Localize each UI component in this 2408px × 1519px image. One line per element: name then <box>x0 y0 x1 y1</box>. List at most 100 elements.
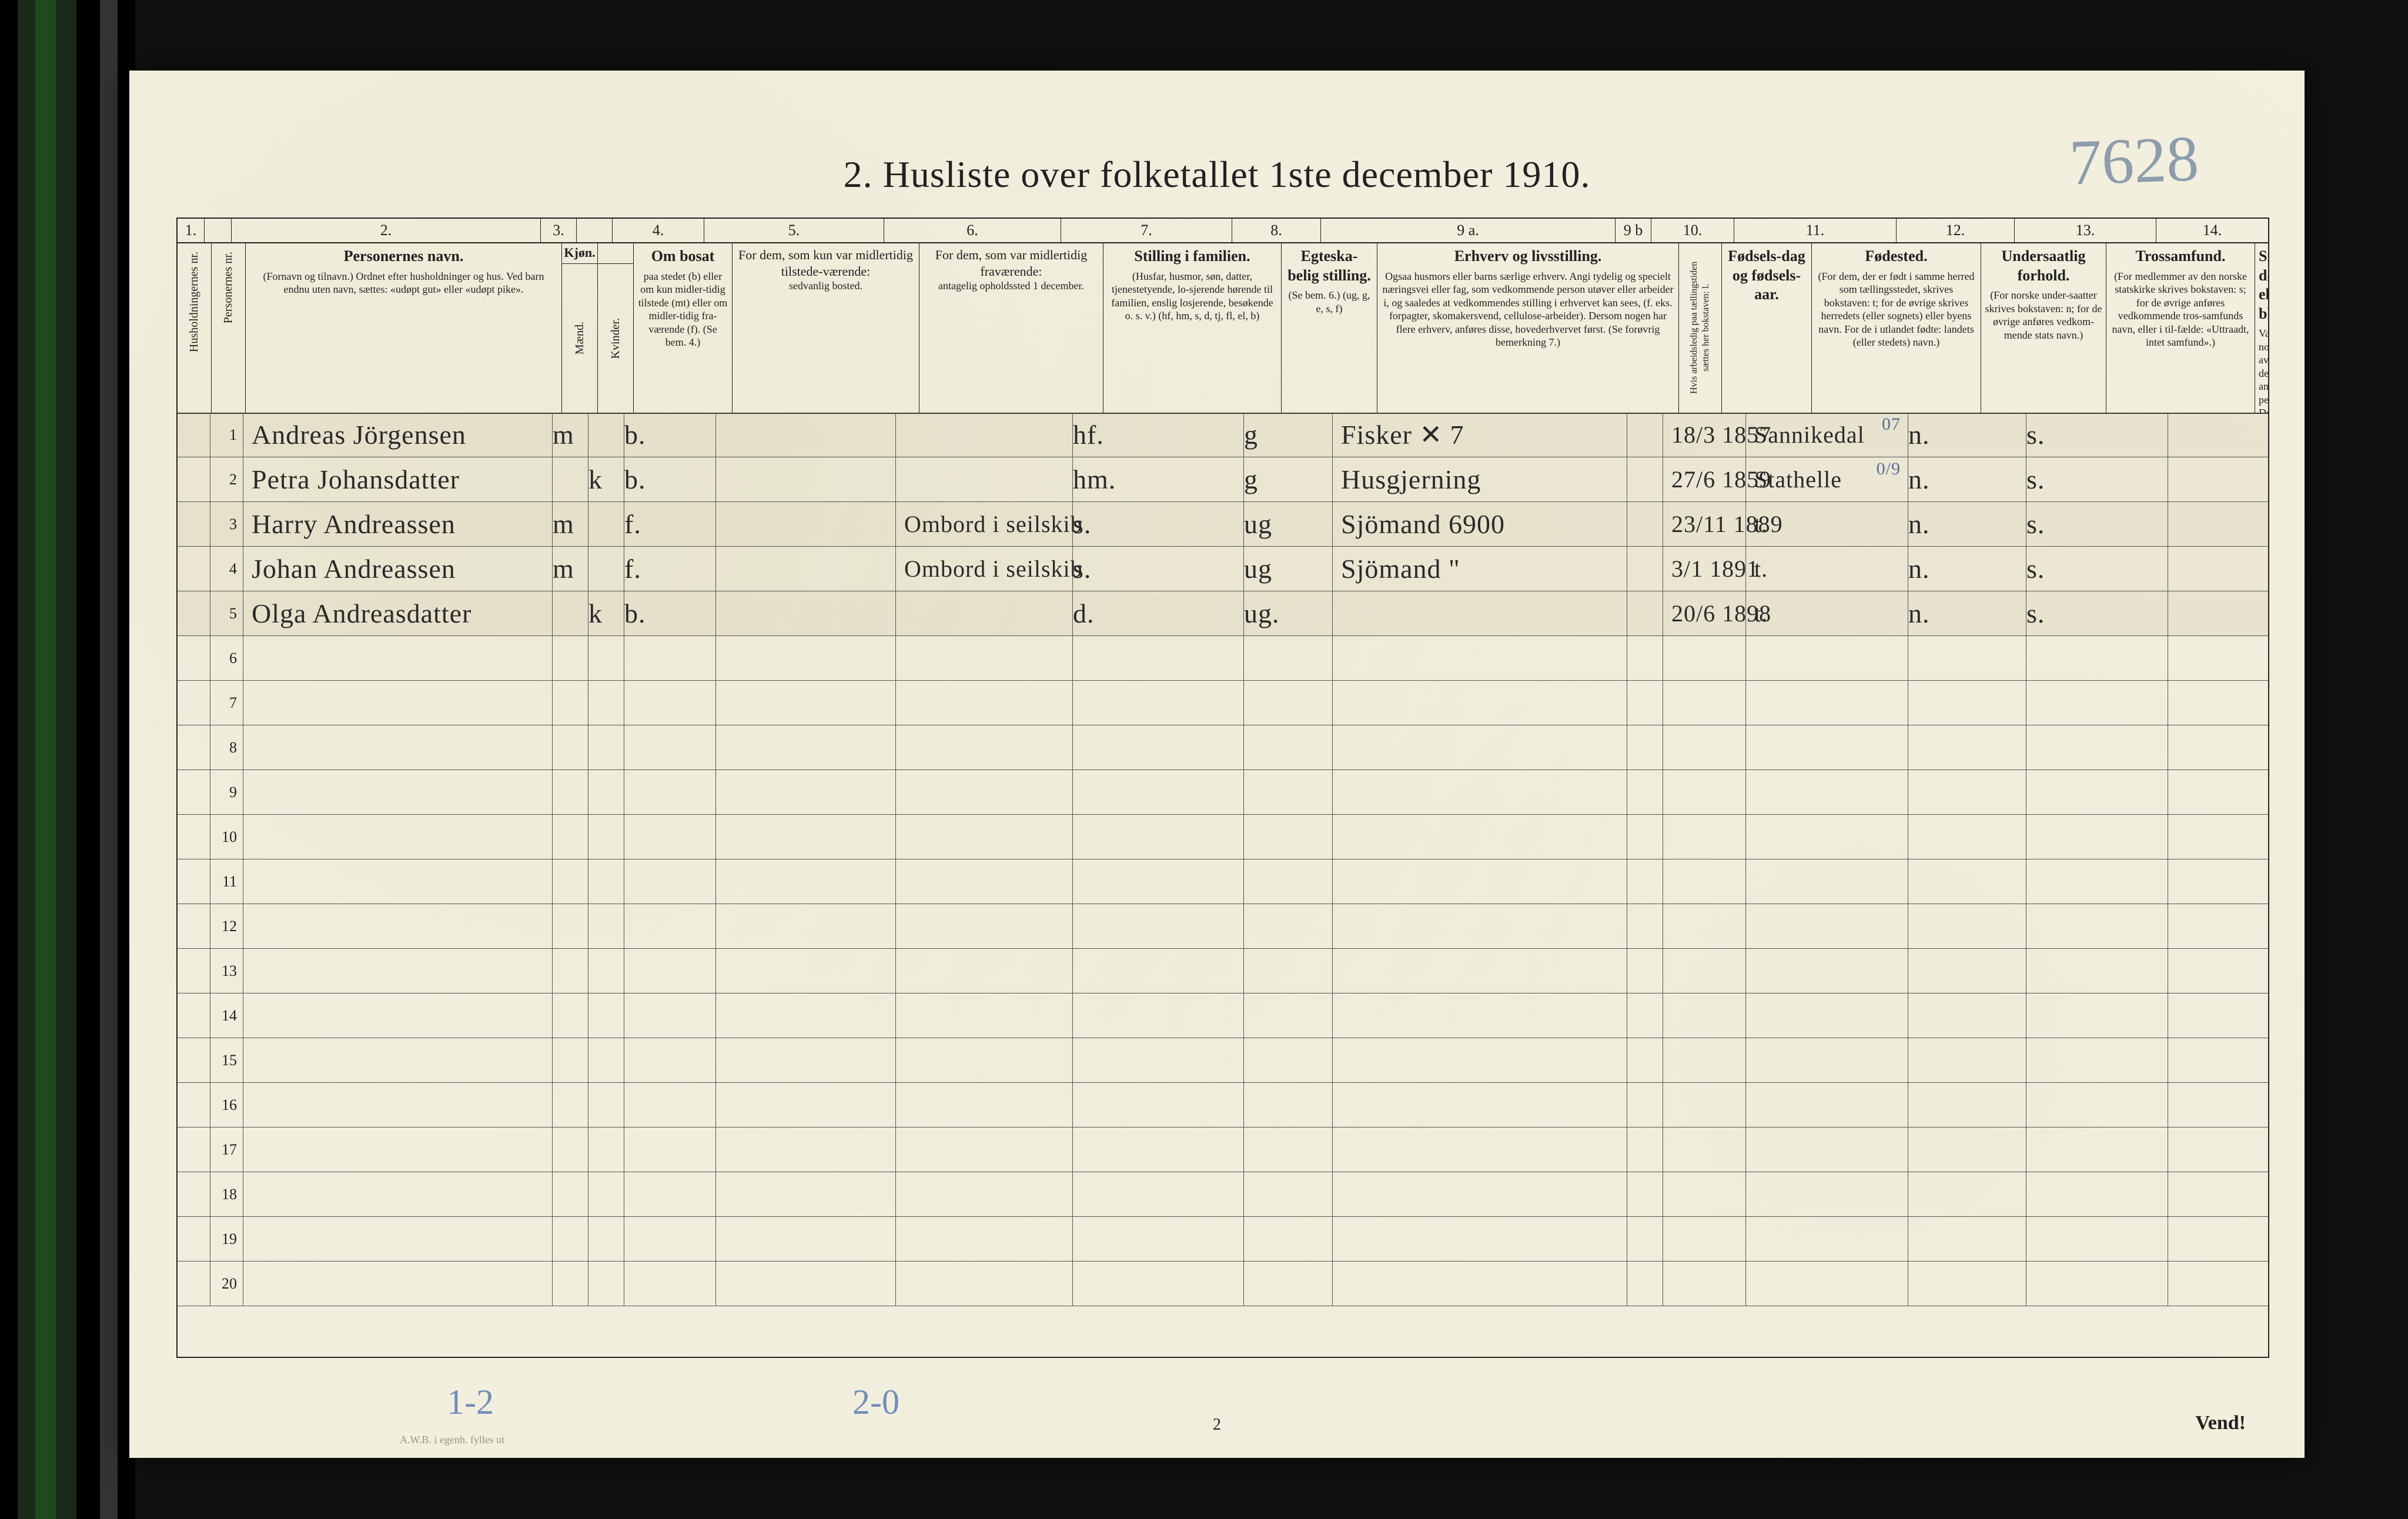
cell <box>1663 725 1746 769</box>
table-row: 12 <box>178 904 2268 949</box>
scan-surface: 2. Husliste over folketallet 1ste decemb… <box>0 0 2408 1519</box>
cell <box>243 815 553 859</box>
colnum-1: 1. <box>178 219 205 242</box>
cell <box>1627 904 1663 948</box>
hdr-bosat-bold: Om bosat <box>637 247 728 266</box>
cell <box>2026 1262 2168 1306</box>
cell: s. <box>2026 547 2168 591</box>
cell <box>178 502 210 546</box>
cell <box>716 993 896 1038</box>
vend-label: Vend! <box>2195 1412 2246 1434</box>
handwritten-text <box>716 421 724 448</box>
cell: 14 <box>210 993 243 1038</box>
cell: ug <box>1244 547 1333 591</box>
cell: t. <box>1746 547 1908 591</box>
cell: 8 <box>210 725 243 769</box>
hdr-c13-bold: Trossamfund. <box>2110 247 2251 266</box>
cell <box>553 1217 588 1261</box>
cell <box>178 591 210 635</box>
cell <box>624 1038 716 1082</box>
cell <box>1663 904 1746 948</box>
cell: m <box>553 502 588 546</box>
cell <box>243 859 553 904</box>
table-row: 16 <box>178 1083 2268 1127</box>
cell <box>716 502 896 546</box>
cell <box>588 1262 624 1306</box>
cell <box>2168 1172 2268 1216</box>
cell <box>716 636 896 680</box>
footer-note-left: 1-2 <box>447 1382 494 1423</box>
cell: 11 <box>210 859 243 904</box>
cell <box>1908 725 2026 769</box>
cell <box>2168 502 2268 546</box>
cell <box>178 725 210 769</box>
cell <box>716 681 896 725</box>
cell <box>1908 904 2026 948</box>
cell <box>243 1217 553 1261</box>
cell <box>553 770 588 814</box>
handwritten-text <box>896 466 904 493</box>
handwritten-text: g <box>1244 464 1258 494</box>
cell <box>1627 681 1663 725</box>
cell <box>624 1262 716 1306</box>
cell: Fisker ✕ 7 <box>1333 413 1627 457</box>
cell <box>178 681 210 725</box>
table-row: 19 <box>178 1217 2268 1262</box>
cell <box>178 993 210 1038</box>
handwritten-text <box>716 556 724 582</box>
cell <box>1333 1217 1627 1261</box>
cell <box>1073 725 1244 769</box>
column-header-row: Husholdningernes nr. Personernes nr. Per… <box>178 242 2268 414</box>
overwrite-code: 0/9 <box>1868 447 1901 491</box>
cell <box>1663 1127 1746 1172</box>
cell <box>553 949 588 993</box>
hdr-c9a-bold: Erhverv og livsstilling. <box>1381 247 1675 266</box>
cell <box>1746 904 1908 948</box>
cell: 20 <box>210 1262 243 1306</box>
cell <box>1627 1262 1663 1306</box>
cell: 7 <box>210 681 243 725</box>
cell: b. <box>624 591 716 635</box>
cell <box>1908 1217 2026 1261</box>
hdr-kjon-k: Kvinder. <box>598 242 634 413</box>
handwritten-text: Sjömand " <box>1333 554 1460 584</box>
cell <box>1746 770 1908 814</box>
cell <box>588 1038 624 1082</box>
cell: n. <box>1908 502 2026 546</box>
hdr-erhverv: Erhverv og livsstilling. Ogsaa husmors e… <box>1377 242 1679 413</box>
cell: n. <box>1908 413 2026 457</box>
cell: Olga Andreasdatter <box>243 591 553 635</box>
handwritten-text: Sjömand 6900 <box>1333 509 1505 539</box>
cell <box>2026 815 2168 859</box>
hdr-trossamfund: Trossamfund. (For medlemmer av den norsk… <box>2106 242 2255 413</box>
handwritten-text: f. <box>624 509 641 539</box>
cell <box>1244 904 1333 948</box>
cell <box>1073 1262 1244 1306</box>
cell <box>1663 636 1746 680</box>
document-page: 2. Husliste over folketallet 1ste decemb… <box>129 71 2305 1458</box>
cell <box>1746 1172 1908 1216</box>
cell: 10 <box>210 815 243 859</box>
cell <box>716 770 896 814</box>
cell <box>588 681 624 725</box>
hdr-kjon-kvinder: Kvinder. <box>608 314 623 362</box>
cell <box>243 725 553 769</box>
cell <box>178 770 210 814</box>
cell: ug <box>1244 502 1333 546</box>
handwritten-text: ug <box>1244 554 1272 584</box>
hdr-c7-sub: (Husfar, husmor, søn, datter, tjenestety… <box>1107 270 1277 323</box>
cell <box>1663 1172 1746 1216</box>
cell <box>2026 636 2168 680</box>
cell <box>2026 1172 2168 1216</box>
cell: g <box>1244 413 1333 457</box>
cell <box>896 1083 1073 1127</box>
cell: 3/1 1891 <box>1663 547 1746 591</box>
cell <box>588 1083 624 1127</box>
cell <box>716 1127 896 1172</box>
cell <box>1073 949 1244 993</box>
handwritten-text: Sannikedal <box>1746 421 1865 448</box>
cell <box>1333 949 1627 993</box>
cell <box>1746 1127 1908 1172</box>
hdr-c10-bold: Fødsels-dag og fødsels-aar. <box>1725 247 1808 305</box>
handwritten-text: Husgjerning <box>1333 464 1481 494</box>
